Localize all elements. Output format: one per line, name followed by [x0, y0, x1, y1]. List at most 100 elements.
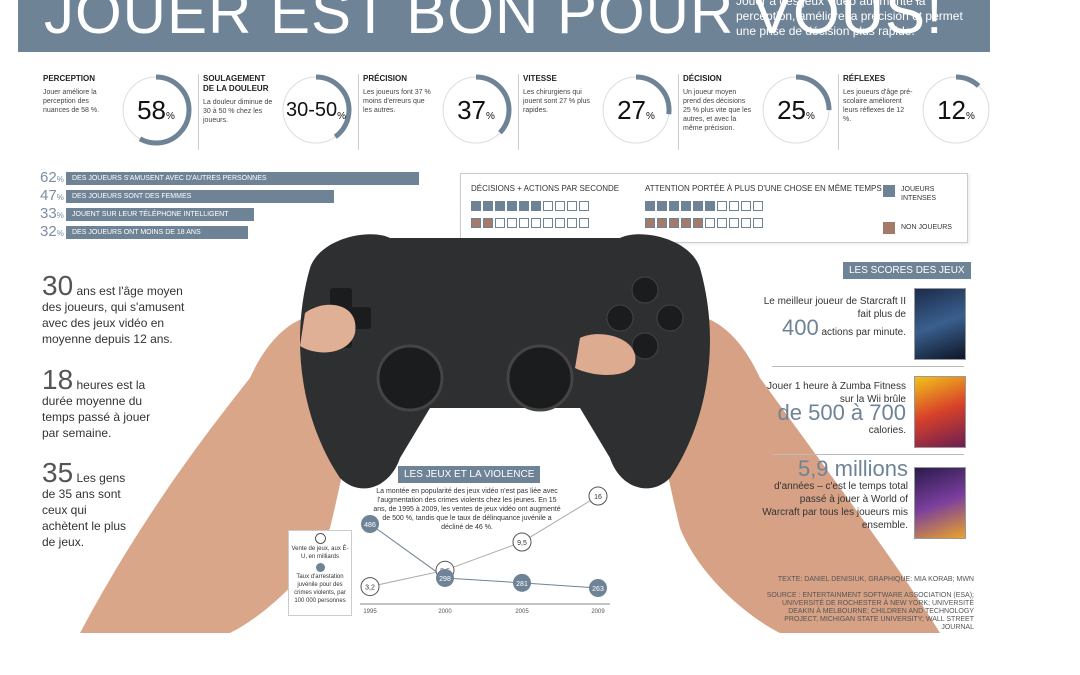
legend-square: [579, 218, 589, 228]
legend-square: [519, 201, 529, 211]
sales-label: 9,5: [517, 540, 527, 547]
ring-chart: [760, 74, 832, 146]
x-tick-label: 1995: [363, 609, 377, 615]
left-stat-3-text: Les gens de 35 ans sont ceux qui achèten…: [42, 471, 127, 549]
stat-ring-6: 12%: [920, 74, 992, 146]
stat-desc: Les joueurs font 37 % moins d'erreurs qu…: [363, 89, 431, 114]
stat-block-6: RÉFLEXES Les joueurs d'âge pré-scolaire a…: [843, 74, 913, 124]
stat-title: DÉCISION: [683, 74, 722, 83]
bars-section: 62% DES JOUEURS S'AMUSENT AVEC D'AUTRES P…: [40, 169, 440, 252]
ring-arc: [920, 74, 992, 146]
ring-arc: [600, 74, 672, 146]
ring-chart: [280, 74, 352, 146]
intense-swatch: [883, 185, 895, 197]
non-label: NON JOUEURS: [901, 224, 952, 231]
legend-square: [543, 218, 553, 228]
left-stick: [376, 344, 444, 412]
stat-divider: [518, 74, 519, 150]
bar-percent-value: 62: [40, 169, 57, 186]
ring-chart: [600, 74, 672, 146]
left-stat-2-text: heures est la durée moyenne du temps pas…: [42, 378, 151, 440]
score-2-num: de 500 à 700: [777, 400, 906, 425]
bar-percent-value: 33: [40, 205, 57, 222]
non-swatch: [883, 222, 895, 234]
legend-square: [531, 201, 541, 211]
attention-non-squares: [645, 218, 763, 228]
legend-square: [507, 201, 517, 211]
stat-number: 12: [937, 94, 966, 125]
stat-title: VITESSE: [523, 74, 557, 83]
legend-square: [555, 218, 565, 228]
sales-line: [369, 495, 599, 588]
arrests-point: [361, 515, 379, 533]
attention-intense-squares: [645, 201, 763, 211]
sales-marker-icon: [314, 533, 326, 544]
bar-percent-unit: %: [56, 193, 64, 202]
violence-text: La montée en popularité des jeux vidéo n…: [373, 488, 561, 531]
stat-number: 37: [457, 94, 486, 125]
stat-divider: [838, 74, 839, 150]
legend-square: [669, 201, 679, 211]
bar-percent: 62%: [40, 169, 64, 186]
sales-label: 3,2: [365, 585, 375, 592]
arrests-line: [369, 523, 599, 589]
stat-value: 27%: [600, 74, 672, 146]
stat-number: 27: [617, 94, 646, 125]
comparison-legend-box: DÉCISIONS + ACTIONS PAR SECONDE ATTENTIO…: [460, 173, 968, 243]
stat-bar: DES JOUEURS SONT DES FEMMES: [66, 190, 334, 203]
stat-ring-2: 30-50%: [280, 74, 352, 146]
stat-block-4: VITESSE Les chirurgiens qui jouent sont 2…: [523, 74, 593, 115]
stat-divider: [358, 74, 359, 150]
legend-square: [555, 201, 565, 211]
scores-badge: LES SCORES DES JEUX: [843, 262, 971, 279]
legend-square: [681, 218, 691, 228]
stat-desc: Un joueur moyen prend des décisions 25 %…: [683, 89, 752, 132]
intense-label: JOUEURS INTENSES: [901, 186, 937, 202]
page-title: JOUER EST BON POUR VOUS!: [44, 0, 944, 46]
x-tick-label: 2000: [438, 609, 452, 615]
attention-title: ATTENTION PORTÉE À PLUS D'UNE CHOSE EN M…: [645, 184, 882, 193]
legend-square: [741, 218, 751, 228]
bar-percent-unit: %: [56, 229, 64, 238]
header-banner: JOUER EST BON POUR VOUS! Jouer à des jeu…: [18, 0, 990, 52]
left-stat-1-num: 30: [42, 270, 74, 301]
score-item-1: Le meilleur joueur de Starcraft II fait …: [760, 295, 906, 339]
legend-square: [693, 201, 703, 211]
decisions-non-squares: [471, 218, 589, 228]
legend-square: [657, 218, 667, 228]
left-stat-3: 35 Les gens de 35 ans sont ceux qui achè…: [42, 459, 132, 550]
controller-body: [300, 234, 710, 489]
starcraft-cover: [914, 288, 966, 360]
legend-square: [495, 218, 505, 228]
legend-square: [669, 218, 679, 228]
stats-row: PERCEPTION Jouer améliore la perception d…: [18, 74, 992, 154]
x-tick-label: 2009: [591, 609, 605, 615]
left-stat-3-num: 35: [42, 457, 74, 488]
right-stick: [506, 344, 574, 412]
violence-legend: Vente de jeux, aux É-U, en milliards Tau…: [288, 530, 352, 616]
score-item-3: 5,9 millions d'années – c'est le temps t…: [760, 458, 908, 532]
legend-square: [657, 201, 667, 211]
legend-square: [717, 201, 727, 211]
legend-square: [495, 201, 505, 211]
decisions-intense-squares: [471, 201, 589, 211]
stat-title: RÉFLEXES: [843, 74, 886, 83]
stat-unit: %: [646, 110, 655, 122]
stat-value: 30-50%: [280, 74, 352, 146]
legend-square: [483, 218, 493, 228]
bar-percent-unit: %: [56, 175, 64, 184]
stat-value: 37%: [440, 74, 512, 146]
stat-divider: [678, 74, 679, 150]
sales-label: 16: [594, 494, 602, 501]
legend-square: [579, 201, 589, 211]
stat-unit: %: [966, 110, 975, 122]
stat-unit: %: [806, 110, 815, 122]
ring-arc: [440, 74, 512, 146]
stat-divider: [198, 74, 199, 150]
stat-ring-3: 37%: [440, 74, 512, 146]
divider-2: [772, 454, 964, 455]
stat-block-1: PERCEPTION Jouer améliore la perception d…: [43, 74, 113, 115]
legend-square: [567, 201, 577, 211]
sales-point: [360, 577, 380, 597]
stat-desc: Les joueurs d'âge pré-scolaire amélioren…: [843, 89, 913, 123]
